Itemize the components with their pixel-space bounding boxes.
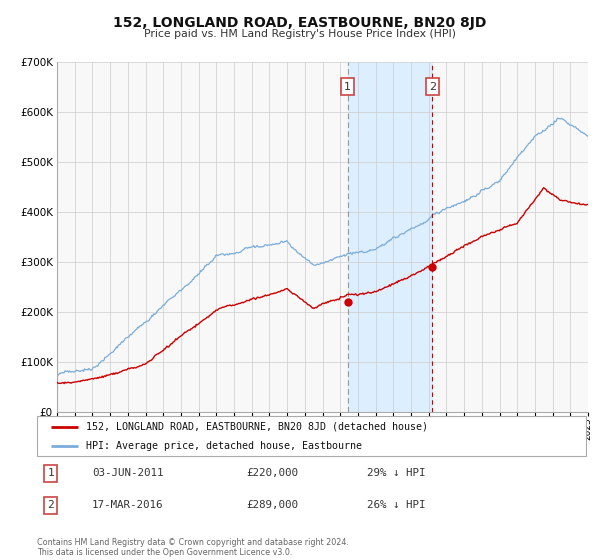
- Text: 26% ↓ HPI: 26% ↓ HPI: [367, 501, 425, 511]
- Text: 17-MAR-2016: 17-MAR-2016: [92, 501, 164, 511]
- Text: £220,000: £220,000: [246, 468, 298, 478]
- Text: HPI: Average price, detached house, Eastbourne: HPI: Average price, detached house, East…: [86, 441, 362, 450]
- Text: £289,000: £289,000: [246, 501, 298, 511]
- Text: Contains HM Land Registry data © Crown copyright and database right 2024.: Contains HM Land Registry data © Crown c…: [37, 538, 349, 547]
- Text: This data is licensed under the Open Government Licence v3.0.: This data is licensed under the Open Gov…: [37, 548, 293, 557]
- Bar: [347, 62, 433, 412]
- Text: 03-JUN-2011: 03-JUN-2011: [92, 468, 164, 478]
- Text: Price paid vs. HM Land Registry's House Price Index (HPI): Price paid vs. HM Land Registry's House …: [144, 29, 456, 39]
- Text: 1: 1: [344, 82, 351, 92]
- Text: 1: 1: [47, 468, 55, 478]
- Text: 29% ↓ HPI: 29% ↓ HPI: [367, 468, 425, 478]
- FancyBboxPatch shape: [37, 416, 586, 456]
- Text: 2: 2: [429, 82, 436, 92]
- Text: 152, LONGLAND ROAD, EASTBOURNE, BN20 8JD: 152, LONGLAND ROAD, EASTBOURNE, BN20 8JD: [113, 16, 487, 30]
- Text: 152, LONGLAND ROAD, EASTBOURNE, BN20 8JD (detached house): 152, LONGLAND ROAD, EASTBOURNE, BN20 8JD…: [86, 422, 428, 432]
- Text: 2: 2: [47, 501, 55, 511]
